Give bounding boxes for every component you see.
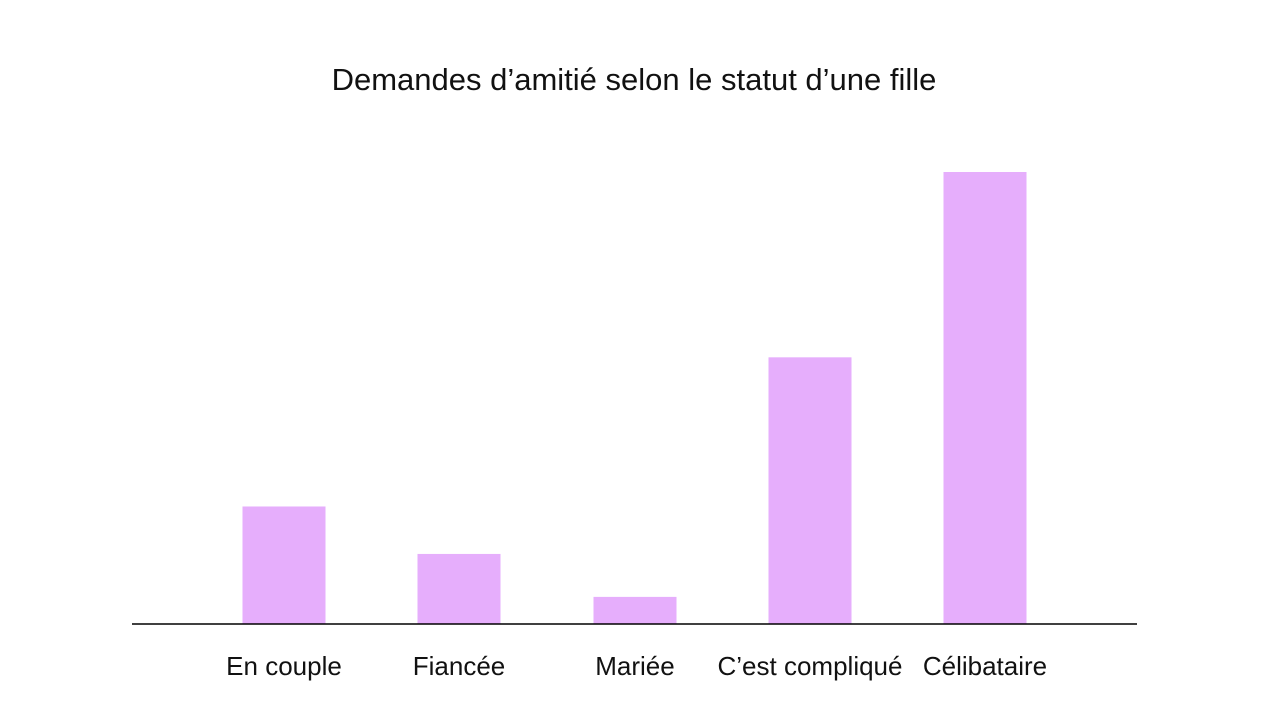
bar-3 (593, 596, 677, 624)
category-label-4: C’est compliqué (718, 651, 903, 681)
bars-group (242, 172, 1027, 624)
category-label-2: Fiancée (413, 651, 506, 681)
category-labels: En couple Fiancée Mariée C’est compliqué Cél… (226, 651, 1047, 681)
category-label-5: Célibataire (923, 651, 1047, 681)
bar-4 (768, 357, 852, 624)
chart-title: Demandes d’amitié selon le statut d’une … (332, 62, 937, 97)
category-label-1: En couple (226, 651, 342, 681)
category-label-3: Mariée (595, 651, 674, 681)
bar-5 (943, 172, 1027, 624)
bar-1 (242, 506, 326, 624)
bar-2 (417, 553, 501, 624)
